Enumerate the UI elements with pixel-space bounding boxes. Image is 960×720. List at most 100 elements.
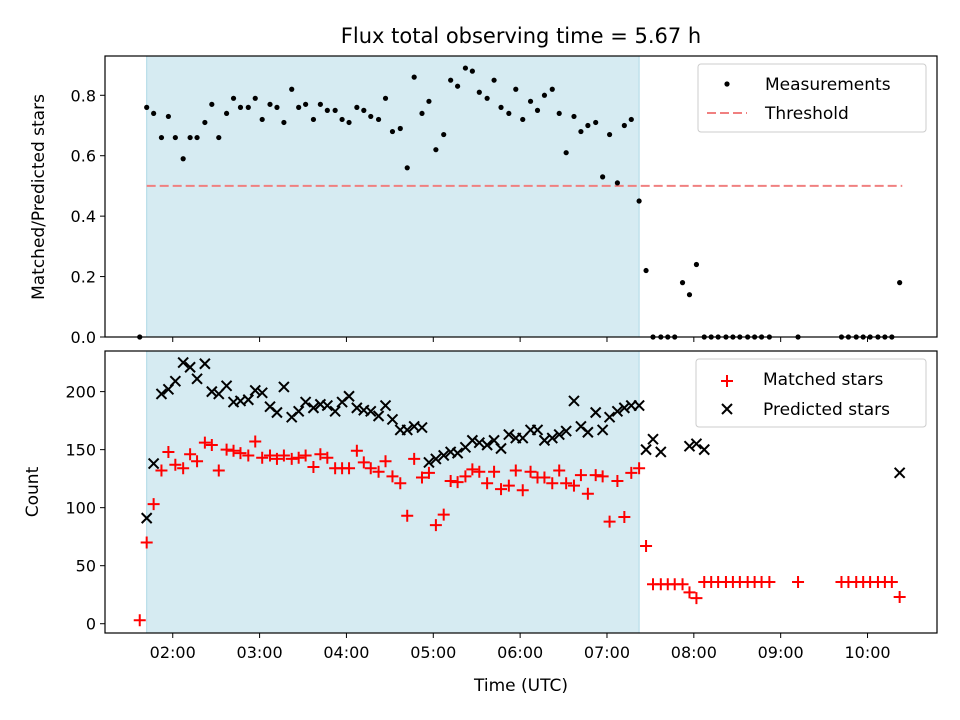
- measurement-point: [361, 107, 367, 113]
- measurement-point: [404, 165, 410, 171]
- measurement-point: [332, 107, 338, 113]
- measurement-point: [484, 95, 490, 101]
- top-shaded-interval: [146, 55, 640, 338]
- measurement-point: [411, 74, 417, 80]
- predicted-star-point: [553, 428, 565, 441]
- matched-star-point: [676, 578, 689, 591]
- measurement-point: [556, 110, 562, 117]
- predicted-star-point: [177, 356, 189, 369]
- measurement-point: [259, 116, 265, 123]
- matched-star-point: [553, 464, 566, 477]
- measurement-point: [491, 77, 497, 83]
- predicted-star-point: [206, 385, 218, 398]
- x-tick-label: 04:00: [323, 643, 369, 662]
- predicted-star-point: [473, 436, 486, 449]
- matched-star-point: [429, 519, 442, 532]
- matched-star-point: [481, 477, 494, 490]
- x-tick-label: 10:00: [844, 643, 890, 662]
- top-y-ticks: 0.0 0.2 0.4 0.6 0.8: [71, 86, 105, 347]
- predicted-star-point: [343, 390, 355, 402]
- matched-star-point: [343, 462, 356, 475]
- matched-star-point: [683, 586, 696, 599]
- measurement-point: [165, 113, 171, 120]
- predicted-star-point: [633, 399, 645, 412]
- x-axis-label: Time (UTC): [473, 676, 568, 696]
- predicted-star-point: [256, 387, 268, 399]
- matched-star-point: [444, 474, 457, 487]
- measurement-point: [498, 104, 504, 110]
- measurement-point: [223, 110, 230, 117]
- measurement-point: [324, 107, 330, 113]
- measurement-point: [606, 131, 613, 138]
- x-tick-label: 03:00: [237, 643, 283, 662]
- measurement-point: [469, 68, 475, 74]
- measurement-point: [693, 261, 700, 268]
- predicted-star-point: [220, 380, 233, 392]
- predicted-star-point: [589, 406, 602, 419]
- measurement-point: [303, 101, 309, 107]
- matched-star-point: [307, 461, 320, 474]
- matched-star-point: [633, 462, 646, 475]
- measurement-point: [441, 131, 447, 138]
- bottom-axes-frame: [104, 350, 938, 634]
- matched-star-point: [220, 443, 233, 456]
- matched-star-point: [451, 476, 464, 489]
- top-y-axis-label: Matched/Predicted stars: [29, 94, 49, 300]
- measurement-point: [274, 104, 280, 110]
- matched-star-point: [792, 575, 805, 588]
- legend-matched-label: Matched stars: [763, 370, 883, 390]
- predicted-star-point: [437, 449, 450, 462]
- matched-star-point: [270, 452, 283, 465]
- matched-star-point: [364, 462, 377, 475]
- measurement-point: [317, 101, 323, 107]
- matched-star-point: [422, 466, 435, 479]
- measurement-point: [180, 156, 186, 162]
- predicted-star-point: [184, 361, 196, 373]
- predicted-star-point: [647, 433, 659, 445]
- y-tick-label: 150: [65, 441, 96, 460]
- measurement-point: [382, 95, 389, 101]
- measurement-point: [549, 86, 555, 92]
- measurement-point: [541, 92, 548, 98]
- bottom-legend-box: [695, 358, 927, 428]
- matched-star-point: [379, 455, 392, 468]
- measurement-point: [230, 95, 237, 101]
- y-tick-label: 0: [86, 615, 96, 634]
- measurement-point: [237, 104, 244, 110]
- legend-predicted-marker: [721, 403, 733, 415]
- measurement-point: [252, 95, 258, 101]
- matched-star-point: [603, 515, 616, 528]
- predicted-star-point: [430, 453, 442, 465]
- measurement-point: [563, 150, 569, 156]
- matched-star-point: [234, 447, 247, 460]
- matched-star-point: [546, 477, 559, 490]
- y-tick-label: 0.0: [71, 328, 96, 347]
- matched-star-point: [249, 435, 262, 448]
- measurement-point: [578, 128, 584, 135]
- matched-star-point: [459, 470, 472, 483]
- matched-star-point: [133, 614, 146, 627]
- matched-star-point: [581, 487, 594, 500]
- matched-star-point: [394, 477, 407, 490]
- predicted-star-point: [466, 434, 479, 447]
- matched-star-point: [256, 451, 269, 464]
- predicted-star-point: [582, 426, 594, 438]
- predicted-star-point: [531, 424, 544, 436]
- legend-measurements-marker: [724, 81, 730, 87]
- matched-star-point: [488, 465, 501, 478]
- measurement-point: [433, 147, 439, 153]
- y-tick-label: 50: [76, 557, 96, 576]
- predicted-star-point: [321, 399, 334, 412]
- matched-star-point: [285, 452, 298, 465]
- measurement-point: [462, 65, 469, 71]
- matched-star-point: [690, 592, 703, 605]
- matched-star-point: [408, 452, 421, 465]
- measurement-point: [209, 101, 215, 107]
- matched-star-point: [205, 439, 218, 451]
- measurement-point: [600, 174, 606, 180]
- predicted-star-point: [503, 428, 515, 441]
- x-tick-label: 08:00: [671, 643, 717, 662]
- matched-star-point: [502, 479, 515, 492]
- matched-star-point: [191, 455, 204, 468]
- predicted-star-point: [481, 439, 493, 451]
